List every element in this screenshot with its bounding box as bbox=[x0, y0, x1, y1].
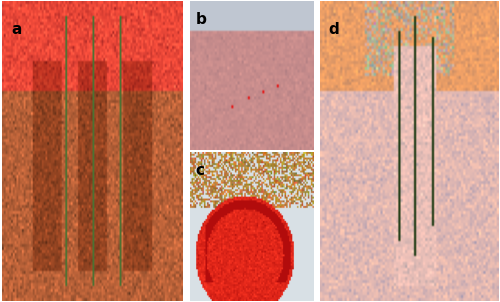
Text: b: b bbox=[196, 11, 206, 27]
Text: d: d bbox=[328, 22, 339, 37]
Text: c: c bbox=[196, 162, 204, 178]
Text: a: a bbox=[11, 22, 22, 37]
